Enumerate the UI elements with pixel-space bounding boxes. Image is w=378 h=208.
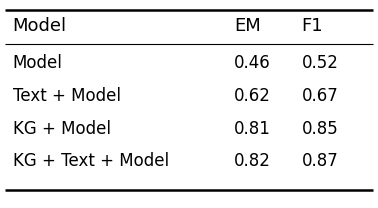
Text: 0.85: 0.85 (302, 120, 338, 138)
Text: EM: EM (234, 17, 261, 35)
Text: F1: F1 (302, 17, 323, 35)
Text: 0.52: 0.52 (302, 54, 338, 72)
Text: Text + Model: Text + Model (12, 87, 121, 105)
Text: 0.81: 0.81 (234, 120, 271, 138)
Text: 0.46: 0.46 (234, 54, 271, 72)
Text: Model: Model (12, 17, 67, 35)
Text: 0.67: 0.67 (302, 87, 338, 105)
Text: 0.82: 0.82 (234, 152, 271, 171)
Text: KG + Text + Model: KG + Text + Model (12, 152, 169, 171)
Text: Model: Model (12, 54, 62, 72)
Text: KG + Model: KG + Model (12, 120, 111, 138)
Text: 0.62: 0.62 (234, 87, 271, 105)
Text: 0.87: 0.87 (302, 152, 338, 171)
